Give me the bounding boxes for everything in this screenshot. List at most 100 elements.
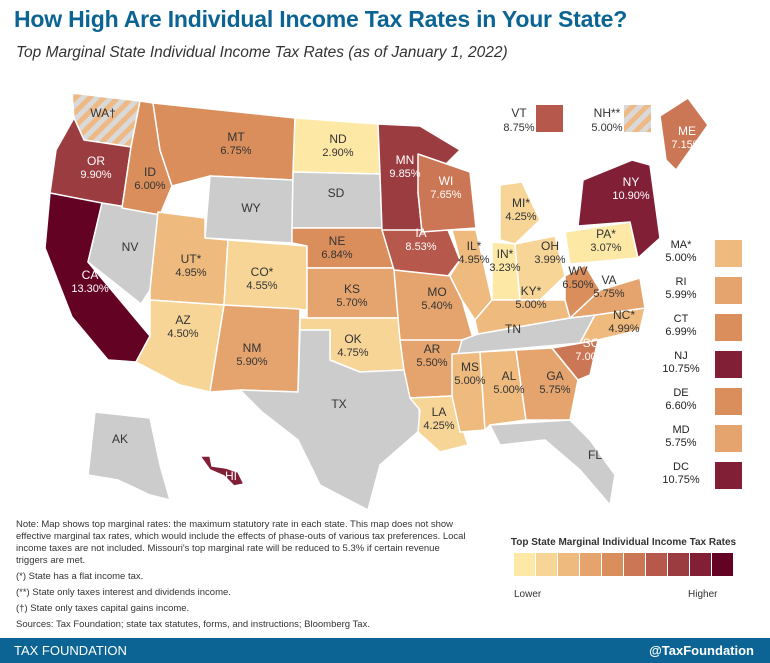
callout-rate-ri: 5.99% bbox=[665, 289, 697, 301]
state-abbr-mn: MN bbox=[396, 153, 415, 167]
state-rate-ok: 4.75% bbox=[337, 347, 368, 359]
state-abbr-wa: WA† bbox=[90, 106, 116, 120]
map-title: How High Are Individual Income Tax Rates… bbox=[14, 6, 628, 32]
legend-swatch-2 bbox=[536, 553, 557, 576]
legend-color-scale bbox=[514, 553, 733, 576]
state-wv bbox=[564, 264, 601, 319]
state-rate-nm: 5.90% bbox=[236, 356, 267, 368]
state-abbr-co: CO* bbox=[251, 265, 274, 279]
state-abbr-or: OR bbox=[87, 154, 105, 168]
callout-rate-dc: 10.75% bbox=[662, 474, 700, 486]
footer-bar: TAX FOUNDATION @TaxFoundation bbox=[0, 638, 770, 663]
state-abbr-id: ID bbox=[144, 165, 156, 179]
legend-swatch-10 bbox=[712, 553, 733, 576]
state-abbr-pa: PA* bbox=[596, 227, 616, 241]
callout-abbr-vt: VT bbox=[511, 106, 527, 120]
callout-swatch-vt bbox=[536, 105, 563, 132]
state-rate-ky: 5.00% bbox=[515, 299, 546, 311]
state-wi bbox=[417, 153, 477, 233]
state-abbr-ca: CA bbox=[82, 268, 99, 282]
callout-swatch-nh bbox=[624, 105, 651, 132]
legend-swatch-6 bbox=[624, 553, 645, 576]
state-rate-mo: 5.40% bbox=[421, 300, 452, 312]
callout-rate-md: 5.75% bbox=[665, 437, 697, 449]
state-abbr-ar: AR bbox=[424, 342, 441, 356]
state-abbr-ak: AK bbox=[112, 432, 128, 446]
notes-block: Note: Map shows top marginal rates: the … bbox=[16, 519, 471, 635]
callout-abbr-ri: RI bbox=[675, 276, 687, 288]
legend-swatch-7 bbox=[646, 553, 667, 576]
state-abbr-ny: NY bbox=[623, 175, 640, 189]
callout-de: DE 6.60% bbox=[659, 386, 759, 415]
state-abbr-me: ME bbox=[678, 124, 696, 138]
state-abbr-wy: WY bbox=[241, 201, 260, 215]
callout-abbr-md: MD bbox=[672, 424, 690, 436]
state-rate-al: 5.00% bbox=[493, 384, 524, 396]
callout-rate-vt: 8.75% bbox=[503, 122, 534, 134]
state-il bbox=[449, 229, 493, 321]
state-abbr-ks: KS bbox=[344, 282, 360, 296]
callout-ma: MA* 5.00% bbox=[659, 238, 759, 267]
footer-handle[interactable]: @TaxFoundation bbox=[649, 643, 754, 658]
state-rate-hi: 11.00% bbox=[213, 484, 250, 496]
state-abbr-ne: NE bbox=[329, 234, 346, 248]
callout-swatch-nj bbox=[715, 351, 742, 378]
callout-swatch-md bbox=[715, 425, 742, 452]
state-rate-mn: 9.85% bbox=[389, 168, 420, 180]
callout-nj: NJ 10.75% bbox=[659, 349, 759, 378]
state-ak bbox=[87, 411, 171, 501]
state-abbr-sd: SD bbox=[328, 186, 345, 200]
state-abbr-oh: OH bbox=[541, 239, 559, 253]
callout-rate-nh: 5.00% bbox=[591, 122, 622, 134]
callout-ri: RI 5.99% bbox=[659, 275, 759, 304]
state-abbr-sc: SC bbox=[583, 336, 600, 350]
state-rate-nc: 4.99% bbox=[608, 323, 639, 335]
state-rate-mt: 6.75% bbox=[220, 145, 251, 157]
note-interest: (**) State only taxes interest and divid… bbox=[16, 587, 231, 598]
note-sources: Sources: Tax Foundation; state tax statu… bbox=[16, 619, 370, 630]
state-abbr-fl: FL bbox=[588, 448, 602, 462]
callout-ct: CT 6.99% bbox=[659, 312, 759, 341]
state-rate-va: 5.75% bbox=[593, 288, 624, 300]
state-rate-in: 3.23% bbox=[489, 262, 520, 274]
note-main: Note: Map shows top marginal rates: the … bbox=[16, 519, 466, 566]
state-abbr-ga: GA bbox=[546, 369, 563, 383]
state-rate-ut: 4.95% bbox=[175, 267, 206, 279]
state-abbr-ia: IA bbox=[415, 226, 426, 240]
state-abbr-mi: MI* bbox=[512, 196, 530, 210]
note-flat: (*) State has a flat income tax. bbox=[16, 571, 144, 582]
callout-abbr-nh: NH** bbox=[594, 106, 621, 120]
callout-abbr-ct: CT bbox=[673, 313, 689, 325]
callout-abbr-nj: NJ bbox=[674, 350, 688, 362]
state-hi bbox=[199, 455, 245, 487]
legend-swatch-3 bbox=[558, 553, 579, 576]
callout-rate-ct: 6.99% bbox=[665, 326, 697, 338]
map-subtitle: Top Marginal State Individual Income Tax… bbox=[16, 44, 508, 61]
state-rate-or: 9.90% bbox=[80, 169, 111, 181]
state-abbr-hi: HI bbox=[225, 469, 237, 483]
callout-rate-ma: 5.00% bbox=[665, 252, 697, 264]
state-rate-ne: 6.84% bbox=[321, 249, 352, 261]
state-abbr-mo: MO bbox=[427, 285, 446, 299]
state-rate-id: 6.00% bbox=[134, 180, 165, 192]
state-abbr-wi: WI bbox=[439, 174, 454, 188]
callout-abbr-de: DE bbox=[673, 387, 689, 399]
state-abbr-in: IN* bbox=[497, 247, 514, 261]
state-rate-ms: 5.00% bbox=[454, 375, 485, 387]
state-abbr-az: AZ bbox=[175, 313, 190, 327]
state-ga bbox=[515, 347, 579, 421]
callout-rate-de: 6.60% bbox=[665, 400, 697, 412]
state-tx bbox=[239, 329, 421, 511]
callout-swatch-ri bbox=[715, 277, 742, 304]
state-nd bbox=[292, 117, 381, 175]
state-abbr-nm: NM bbox=[243, 341, 262, 355]
legend-swatch-8 bbox=[668, 553, 689, 576]
state-rate-mi: 4.25% bbox=[505, 211, 536, 223]
callout-swatch-de bbox=[715, 388, 742, 415]
state-abbr-ut: UT* bbox=[181, 252, 202, 266]
state-rate-ia: 8.53% bbox=[405, 241, 436, 253]
state-abbr-nd: ND bbox=[329, 132, 347, 146]
legend-higher-label: Higher bbox=[688, 589, 718, 600]
state-abbr-al: AL bbox=[502, 369, 517, 383]
footer-brand: TAX FOUNDATION bbox=[14, 643, 127, 658]
